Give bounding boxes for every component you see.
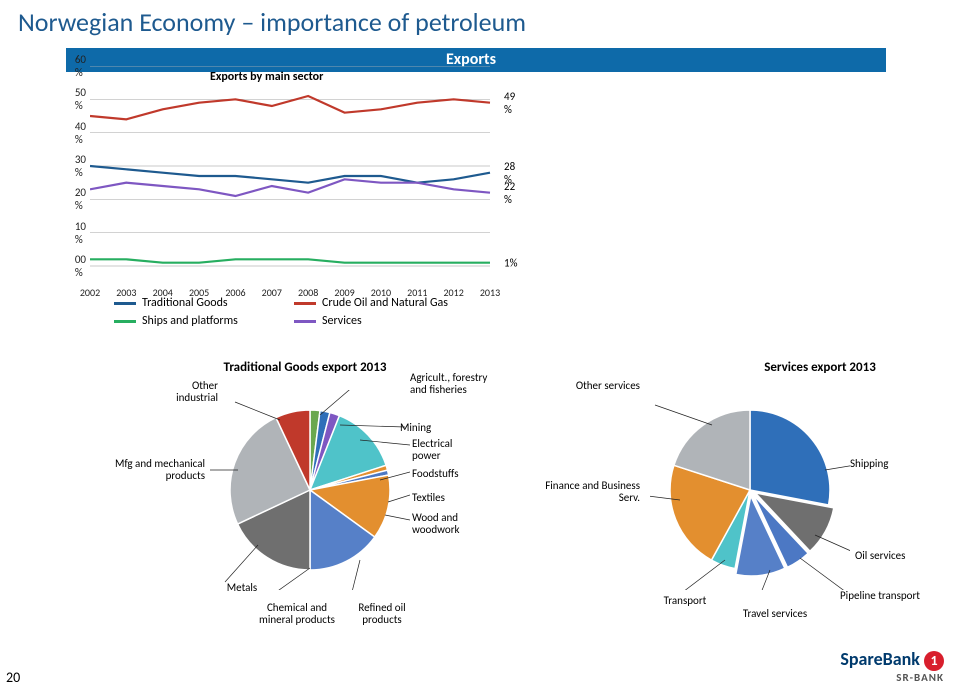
y-axis-label: 30 % bbox=[75, 153, 86, 179]
series-end-label: 22 % bbox=[504, 180, 515, 206]
pie-slice-label: Mining bbox=[400, 422, 460, 434]
legend-item: Services bbox=[294, 314, 474, 328]
pie-slice-label: Foodstuffs bbox=[412, 468, 482, 480]
pie-slice-label: Oil services bbox=[855, 550, 935, 562]
pie-slice-label: Textiles bbox=[412, 492, 482, 504]
pie1-title: Traditional Goods export 2013 bbox=[190, 360, 420, 375]
y-axis-label: 00 % bbox=[75, 253, 86, 279]
exports-line-chart: Exports by main sector 00 %10 %20 %30 %4… bbox=[90, 66, 500, 284]
pie2-block: Services export 2013 ShippingOil service… bbox=[550, 360, 950, 375]
x-axis-label: 2002 bbox=[80, 286, 100, 299]
y-axis-label: 10 % bbox=[75, 220, 86, 246]
line-chart-svg bbox=[90, 66, 500, 284]
pie-slice-label: Pipeline transport bbox=[840, 590, 920, 602]
pie1-svg bbox=[210, 390, 410, 590]
logo-sub: SR-BANK bbox=[840, 671, 944, 684]
pie-slice-label: Refined oil products bbox=[342, 602, 422, 626]
logo-badge: 1 bbox=[924, 651, 944, 671]
pie-slice-label: Shipping bbox=[850, 458, 920, 470]
pie-slice-label: Transport bbox=[650, 595, 720, 607]
y-axis-label: 60 % bbox=[75, 53, 86, 79]
y-axis-label: 20 % bbox=[75, 186, 86, 212]
legend-item: Ships and platforms bbox=[114, 314, 294, 328]
pie1-block: Traditional Goods export 2013 Agricult.,… bbox=[120, 360, 480, 375]
series-end-label: 49 % bbox=[504, 90, 515, 116]
pie-slice-label: Chemical and mineral products bbox=[252, 602, 342, 626]
pie-slice-label: Travel services bbox=[740, 608, 810, 620]
page-number: 20 bbox=[6, 669, 20, 686]
page-title: Norwegian Economy – importance of petrol… bbox=[0, 0, 960, 44]
pie2-title: Services export 2013 bbox=[720, 360, 920, 375]
logo: SpareBank 1 SR-BANK bbox=[840, 648, 944, 684]
pie-slice-label: Finance and Business Serv. bbox=[530, 480, 640, 504]
series-end-label: 1% bbox=[504, 256, 517, 269]
pie-slice-label: Mfg and mechanical products bbox=[110, 458, 205, 482]
legend-item: Crude Oil and Natural Gas bbox=[294, 296, 474, 310]
pie-slice-label: Agricult., forestry and fisheries bbox=[410, 372, 500, 396]
line-chart-legend: Traditional GoodsCrude Oil and Natural G… bbox=[114, 296, 504, 332]
y-axis-label: 40 % bbox=[75, 120, 86, 146]
pie2-svg bbox=[650, 390, 850, 590]
pie-slice-label: Wood and woodwork bbox=[412, 512, 492, 536]
pie-slice-label: Metals bbox=[212, 582, 272, 594]
legend-item: Traditional Goods bbox=[114, 296, 294, 310]
pie-slice-label: Electrical power bbox=[412, 438, 482, 462]
pie-slice-label: Other services bbox=[570, 380, 640, 392]
pie-slice-label: Other industrial bbox=[148, 380, 218, 404]
logo-brand: SpareBank bbox=[840, 648, 920, 670]
line-chart-subtitle: Exports by main sector bbox=[210, 70, 323, 84]
y-axis-label: 50 % bbox=[75, 86, 86, 112]
